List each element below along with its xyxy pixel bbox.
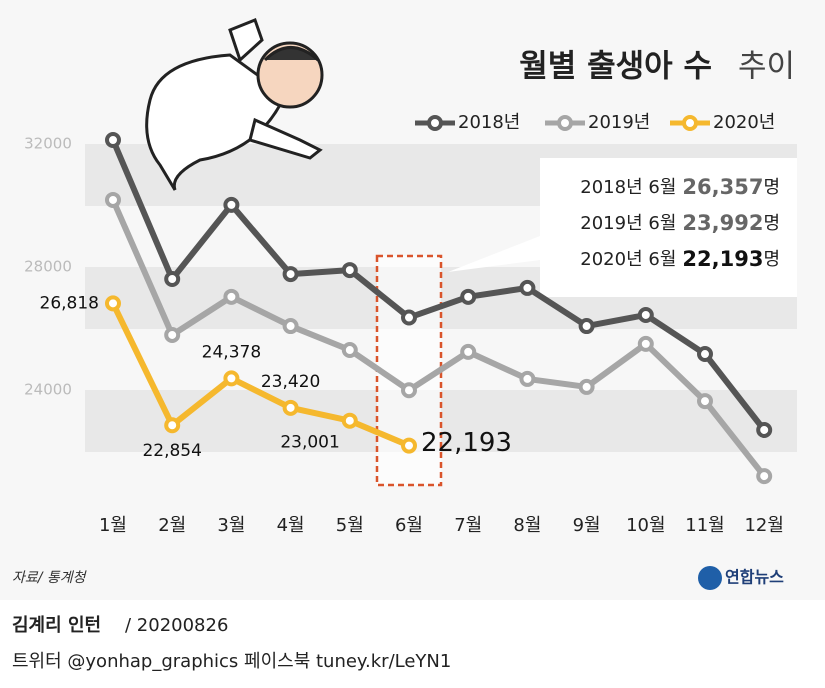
callout-pointer bbox=[448, 236, 540, 272]
point bbox=[460, 343, 477, 360]
annotation-unit: 명 bbox=[763, 177, 780, 198]
x-tick-label: 5월 bbox=[336, 515, 364, 536]
x-tick-label: 4월 bbox=[277, 515, 305, 536]
point bbox=[341, 412, 358, 429]
series-line bbox=[110, 138, 767, 432]
point bbox=[578, 318, 595, 335]
annotation-value: 22,193 bbox=[682, 247, 763, 271]
source: 자료/ 통계청 bbox=[12, 570, 88, 586]
x-tick-label: 11월 bbox=[685, 515, 724, 536]
point bbox=[105, 132, 121, 149]
x-tick-label: 6월 bbox=[395, 515, 423, 536]
annotation-unit: 명 bbox=[763, 213, 780, 234]
point bbox=[637, 306, 654, 323]
point bbox=[223, 288, 240, 305]
point bbox=[519, 279, 536, 296]
point bbox=[164, 326, 181, 343]
value-label: 24,378 bbox=[202, 342, 261, 362]
point bbox=[401, 382, 417, 399]
legend-label: 2020년 bbox=[713, 112, 775, 133]
point bbox=[282, 266, 299, 283]
value-label: 22,193 bbox=[421, 428, 512, 458]
x-tick-label: 1월 bbox=[99, 515, 127, 536]
logo-icon bbox=[698, 566, 722, 590]
point bbox=[105, 295, 121, 312]
value-label: 22,854 bbox=[142, 441, 201, 461]
point bbox=[105, 191, 121, 208]
point bbox=[401, 437, 417, 454]
callout-box bbox=[540, 158, 797, 297]
point bbox=[282, 399, 299, 416]
footer-background bbox=[0, 600, 825, 684]
point bbox=[164, 270, 181, 287]
x-tick-label: 3월 bbox=[217, 515, 245, 536]
point bbox=[401, 309, 417, 326]
point bbox=[164, 417, 181, 434]
x-tick-label: 9월 bbox=[573, 515, 601, 536]
point bbox=[223, 370, 240, 387]
annotation-text: 2018년 6월 bbox=[580, 177, 676, 198]
point bbox=[341, 342, 358, 359]
point bbox=[223, 196, 240, 213]
y-tick-label: 24000 bbox=[24, 381, 72, 399]
value-label: 26,818 bbox=[40, 293, 99, 313]
annotation-text: 2019년 6월 bbox=[580, 213, 676, 234]
legend-marker bbox=[427, 115, 443, 131]
y-tick-label: 32000 bbox=[24, 135, 72, 153]
chart-title-suffix: 추이 bbox=[738, 49, 795, 85]
annotation-unit: 명 bbox=[763, 249, 780, 270]
x-tick-label: 12월 bbox=[744, 515, 783, 536]
x-tick-label: 8월 bbox=[513, 515, 541, 536]
series-line bbox=[110, 198, 767, 478]
x-tick-label: 10월 bbox=[626, 515, 665, 536]
annotation-value: 26,357 bbox=[682, 175, 763, 199]
annotation-text: 2020년 6월 bbox=[580, 249, 676, 270]
point bbox=[637, 335, 654, 352]
point bbox=[460, 288, 477, 305]
legend-label: 2019년 bbox=[588, 112, 650, 133]
annotation: 2019년 6월 23,992명 bbox=[580, 211, 780, 235]
chart-title: 월별 출생아 수 bbox=[519, 49, 712, 85]
point bbox=[341, 262, 358, 279]
point bbox=[282, 318, 299, 335]
date: / 20200826 bbox=[125, 615, 228, 636]
annotation: 2020년 6월 22,193명 bbox=[580, 247, 780, 271]
legend-label: 2018년 bbox=[458, 112, 520, 133]
legend-marker bbox=[682, 115, 698, 131]
x-tick-label: 2월 bbox=[158, 515, 186, 536]
value-label: 23,420 bbox=[261, 372, 320, 392]
series-line bbox=[110, 302, 411, 449]
logo: 연합뉴스 bbox=[725, 568, 784, 587]
point bbox=[697, 393, 713, 410]
value-label: 23,001 bbox=[280, 433, 339, 453]
y-tick-label: 28000 bbox=[24, 258, 72, 276]
baby-illustration bbox=[145, 18, 324, 191]
annotation-value: 23,992 bbox=[682, 211, 763, 235]
point bbox=[697, 346, 713, 363]
annotation: 2018년 6월 26,357명 bbox=[580, 175, 780, 199]
legend-marker bbox=[557, 115, 573, 131]
footer: 트위터 @yonhap_graphics 페이스북 tuney.kr/LeYN1 bbox=[12, 651, 451, 672]
point bbox=[578, 378, 595, 395]
point bbox=[519, 370, 536, 387]
point bbox=[756, 468, 773, 485]
x-tick-label: 7월 bbox=[454, 515, 482, 536]
credit: 김계리 인턴 bbox=[12, 615, 101, 636]
point bbox=[756, 421, 773, 438]
